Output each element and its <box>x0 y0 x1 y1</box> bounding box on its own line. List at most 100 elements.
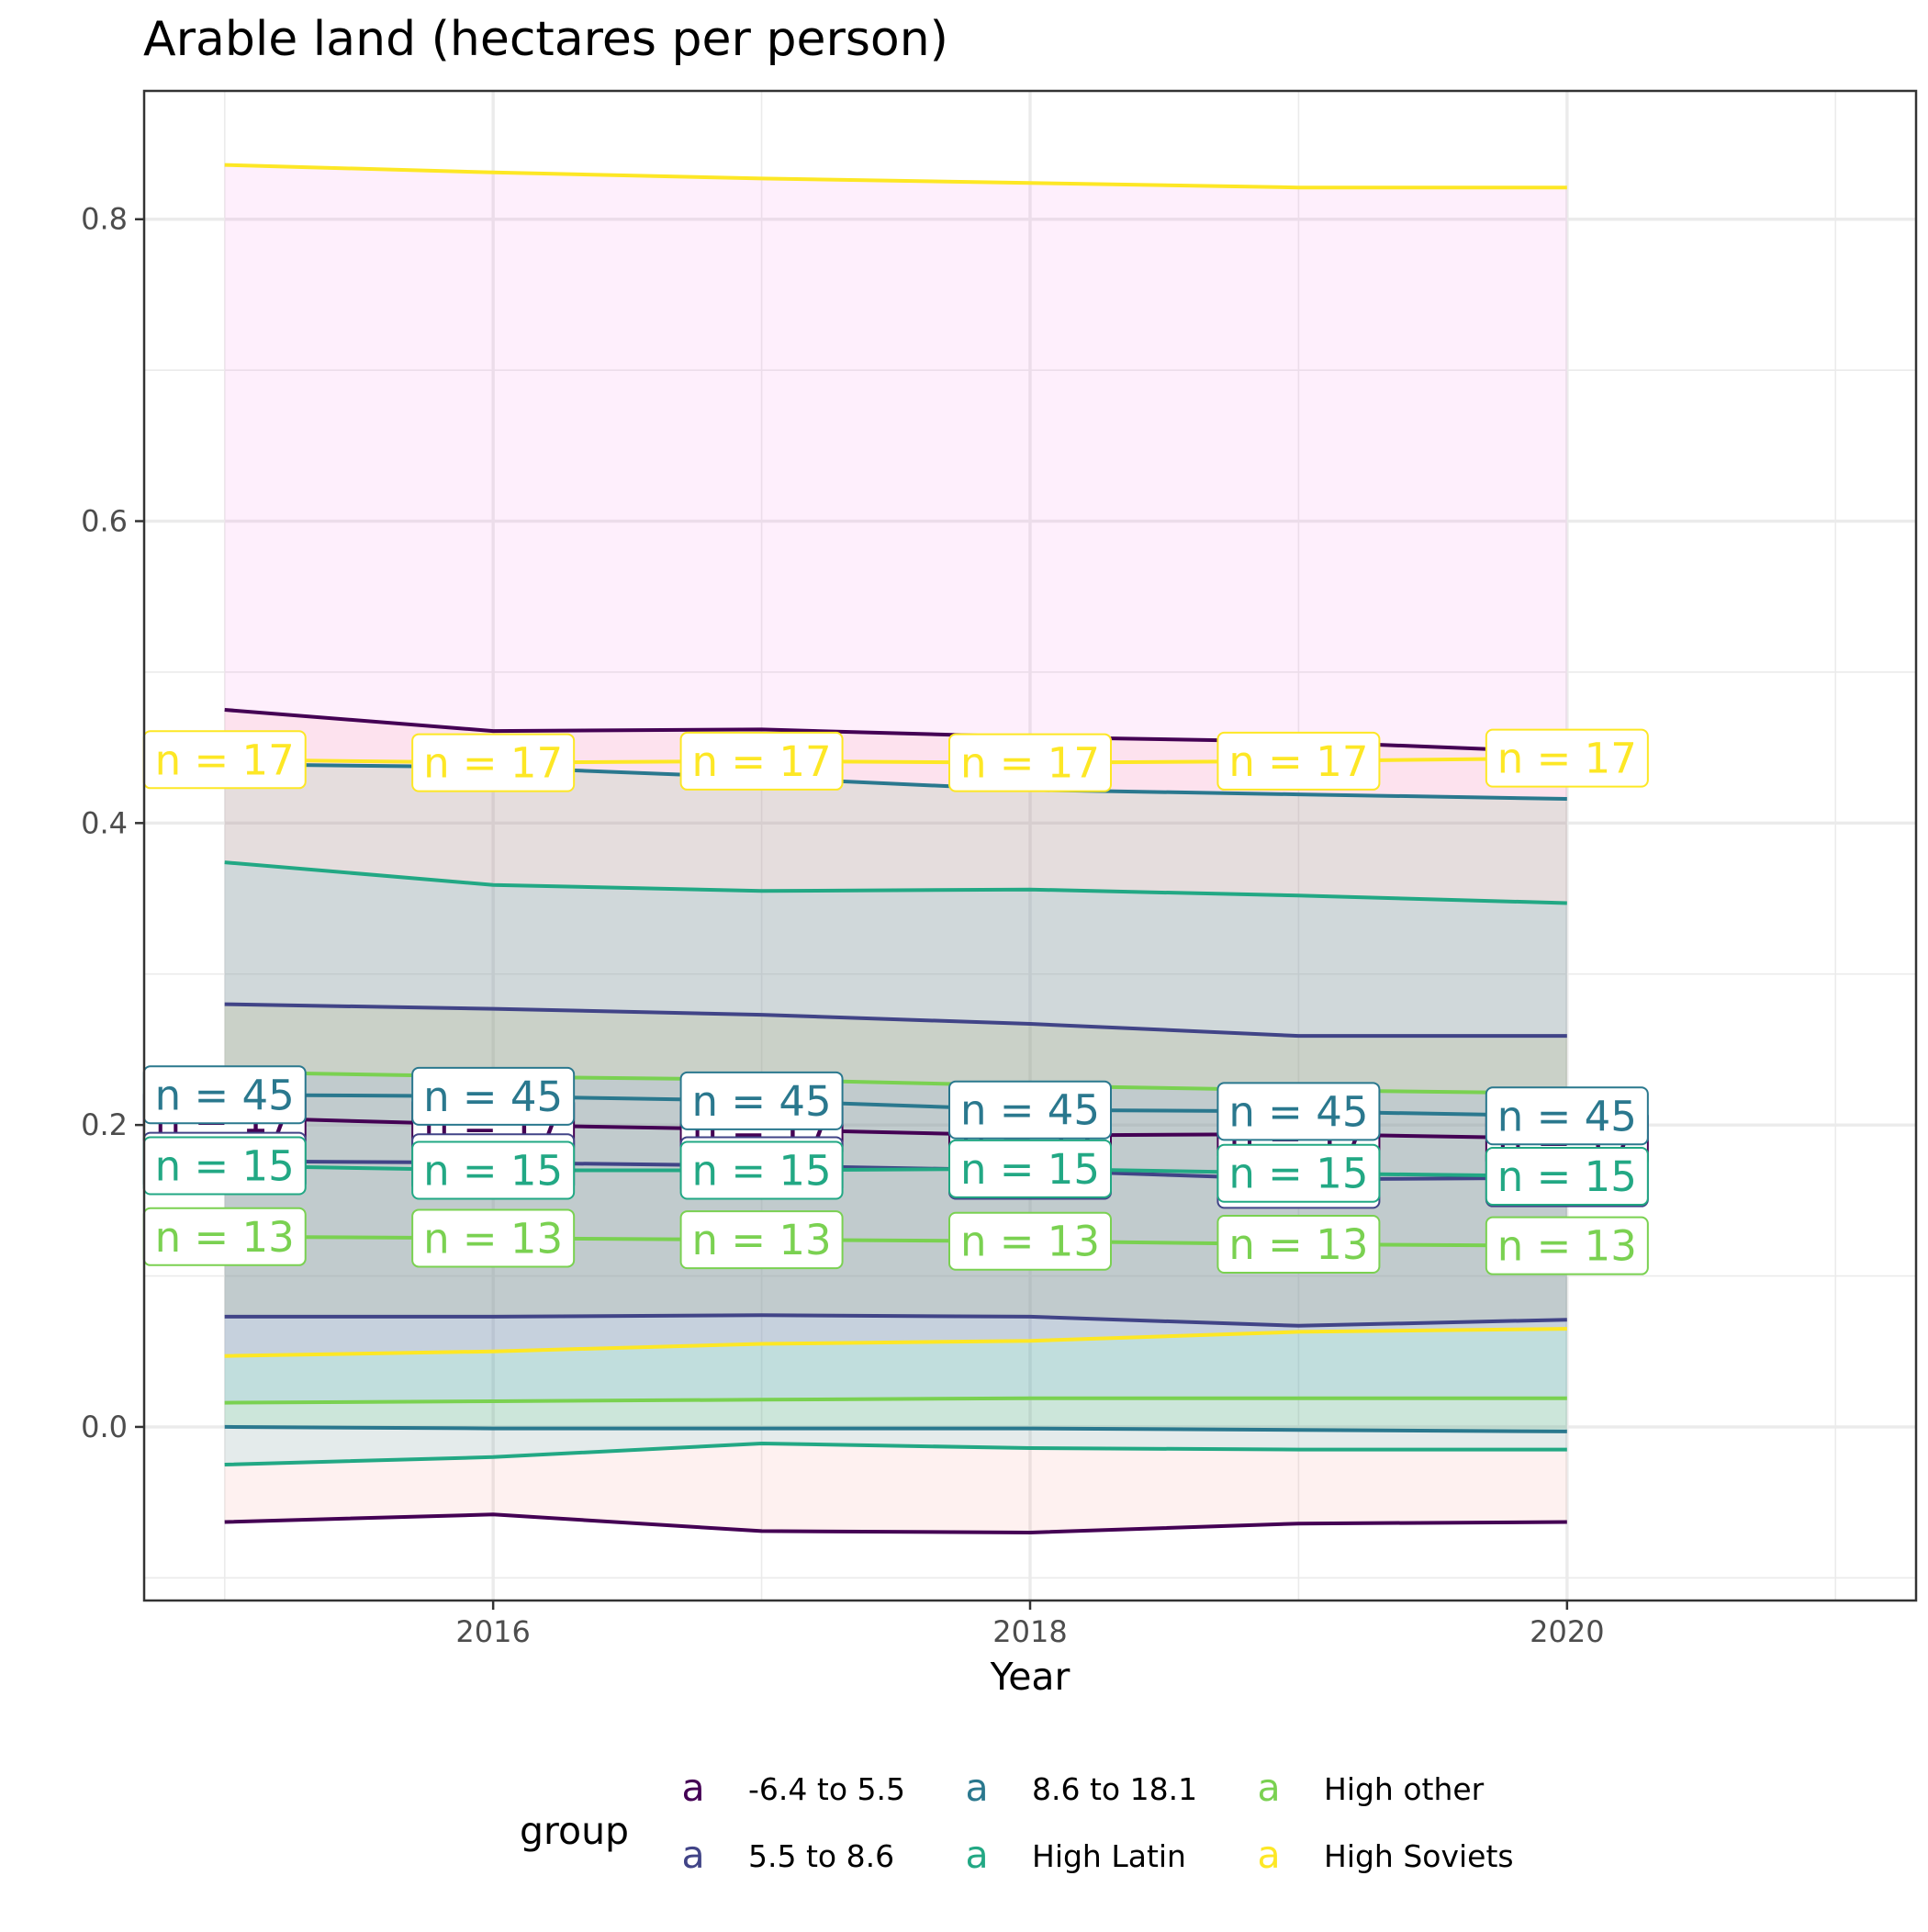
count-label: n = 45 <box>142 1065 307 1125</box>
count-label-box <box>948 1139 1112 1198</box>
legend-key-glyph: a <box>965 1766 988 1810</box>
count-label-text: n = 45 <box>960 1086 1100 1135</box>
ribbon-band <box>224 710 1567 1533</box>
series-line-lower <box>224 1313 1567 1328</box>
count-label-box <box>411 1208 576 1268</box>
count-label: n = 17 <box>142 730 307 790</box>
ribbon-bands <box>224 164 1567 1533</box>
count-label-text: n = 13 <box>960 1218 1100 1266</box>
count-label: n = 17 <box>948 733 1112 792</box>
ribbon-band <box>224 862 1567 1465</box>
series-line-lower <box>224 1512 1567 1534</box>
legend-item: a High Soviets <box>1257 1833 1513 1877</box>
series-line-lower <box>224 1442 1567 1466</box>
count-label-box <box>1216 1082 1381 1141</box>
count-label-box <box>679 731 844 791</box>
series-line-lower <box>224 1327 1567 1358</box>
count-label-text: n = 45 <box>1228 1087 1368 1136</box>
legend-title: group <box>520 1809 629 1853</box>
y-axis-tick-label: 0.6 <box>81 504 128 539</box>
legend-item: a High other <box>1257 1766 1484 1810</box>
legend-label: High other <box>1324 1771 1485 1807</box>
count-label: n = 13 <box>1485 1216 1649 1275</box>
count-label-text: n = 45 <box>1497 1092 1637 1140</box>
count-label-text: n = 13 <box>1228 1220 1368 1269</box>
y-axis-tick-label: 0.0 <box>81 1410 128 1444</box>
count-label: n = 13 <box>679 1210 844 1270</box>
chart-title: Arable land (hectares per person) <box>143 12 948 67</box>
count-label: n = 45 <box>948 1080 1112 1140</box>
count-label: n = 17 <box>411 733 576 792</box>
count-label-text: n = 15 <box>423 1146 563 1195</box>
count-label: n = 15 <box>1485 1147 1649 1207</box>
count-label: n = 45 <box>1216 1082 1381 1141</box>
count-label-box <box>411 1066 576 1126</box>
count-label: n = 13 <box>1216 1215 1381 1275</box>
count-label-text: n = 17 <box>692 737 832 786</box>
count-label-box <box>1485 728 1649 788</box>
count-label-box <box>411 733 576 792</box>
count-label-text: n = 45 <box>155 1071 295 1119</box>
legend-label: -6.4 to 5.5 <box>748 1771 905 1807</box>
x-axis-tick-label: 2018 <box>992 1614 1067 1649</box>
count-label: n = 15 <box>679 1140 844 1200</box>
count-label: n = 17 <box>1485 728 1649 788</box>
count-label: n = 17 <box>1216 731 1381 791</box>
count-label-box <box>1216 731 1381 791</box>
count-label-box <box>1485 1216 1649 1275</box>
legend-key-glyph: a <box>681 1766 704 1810</box>
count-label: n = 13 <box>142 1207 307 1266</box>
count-label: n = 45 <box>411 1066 576 1126</box>
legend-item: a -6.4 to 5.5 <box>681 1766 905 1810</box>
legend-item: a 8.6 to 18.1 <box>965 1766 1197 1810</box>
y-axis-tick-label: 0.4 <box>81 805 128 840</box>
count-label-text: n = 17 <box>155 736 295 784</box>
count-label-box <box>1485 1147 1649 1207</box>
x-axis-title: Year <box>990 1655 1070 1699</box>
count-label-text: n = 17 <box>1228 737 1368 786</box>
count-label-text: n = 15 <box>1228 1150 1368 1198</box>
count-label: n = 13 <box>948 1211 1112 1271</box>
count-label: n = 17 <box>679 731 844 791</box>
count-label-text: n = 15 <box>960 1145 1100 1194</box>
count-label-text: n = 17 <box>1497 735 1637 783</box>
legend-label: 8.6 to 18.1 <box>1032 1771 1197 1807</box>
count-label: n = 15 <box>948 1139 1112 1198</box>
y-axis-tick-label: 0.8 <box>81 202 128 237</box>
count-label-box <box>1216 1143 1381 1203</box>
count-label-text: n = 17 <box>423 739 563 788</box>
legend-label: 5.5 to 8.6 <box>748 1838 894 1874</box>
count-label-text: n = 17 <box>960 739 1100 788</box>
count-label-box <box>948 733 1112 792</box>
x-axis-tick-label: 2016 <box>455 1614 530 1649</box>
count-label-text: n = 15 <box>155 1142 295 1191</box>
count-label-text: n = 15 <box>1497 1152 1637 1201</box>
series-line-upper <box>224 163 1567 190</box>
count-label-box <box>679 1071 844 1130</box>
legend-key-glyph: a <box>1257 1833 1280 1877</box>
axes: 0.0 0.2 0.4 0.6 0.8 2016 2018 2020 <box>81 202 1604 1649</box>
count-labels: n = 17 n = 17 n = 17 n = 17 n = 17 n = 17 n = … <box>142 728 1649 1275</box>
count-label-text: n = 15 <box>692 1146 832 1195</box>
count-label-text: n = 13 <box>423 1214 563 1263</box>
count-label-box <box>679 1210 844 1270</box>
count-label-box <box>679 1140 844 1200</box>
legend-key-glyph: a <box>1257 1766 1280 1810</box>
count-label: n = 13 <box>411 1208 576 1268</box>
series-line-lower <box>224 1424 1567 1433</box>
y-axis-tick-label: 0.2 <box>81 1107 128 1142</box>
legend-key-glyph: a <box>965 1833 988 1877</box>
legend-label: High Latin <box>1032 1838 1186 1874</box>
count-label: n = 15 <box>411 1140 576 1200</box>
series-line-upper <box>224 1002 1567 1039</box>
count-label-text: n = 45 <box>692 1077 832 1126</box>
count-label: n = 45 <box>679 1071 844 1130</box>
legend-item: a 5.5 to 8.6 <box>681 1833 894 1877</box>
legend: group a -6.4 to 5.5 a 5.5 to 8.6 a 8.6 to 18.… <box>520 1766 1514 1877</box>
count-label: n = 45 <box>1485 1086 1649 1146</box>
count-label: n = 15 <box>1216 1143 1381 1203</box>
series-line-upper <box>224 860 1567 905</box>
